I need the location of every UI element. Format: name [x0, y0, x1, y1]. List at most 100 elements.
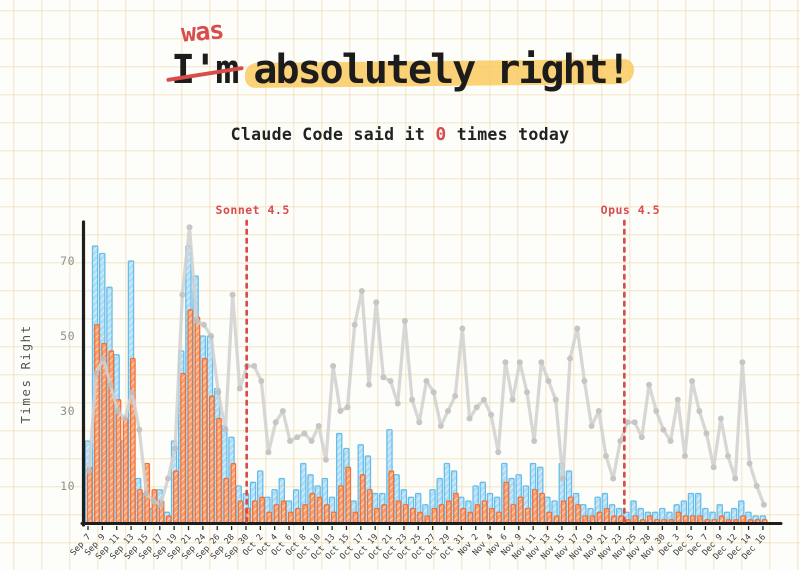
orange-bar [201, 357, 208, 525]
orange-bar [273, 504, 280, 525]
orange-bar [417, 511, 423, 525]
trend-dot [602, 453, 609, 459]
trend-dot [193, 318, 200, 324]
trend-dot [760, 501, 767, 508]
trend-dot [330, 363, 337, 369]
orange-bar [330, 511, 337, 525]
orange-bar [453, 492, 459, 525]
orange-bar [438, 504, 445, 525]
orange-bar [151, 489, 158, 525]
trend-dot [423, 378, 430, 384]
subtitle-suffix: times today [446, 125, 570, 144]
orange-bar [223, 477, 230, 525]
trend-dot [279, 408, 286, 414]
trend-dot [660, 426, 667, 433]
orange-bar [309, 492, 316, 525]
orange-bar [129, 357, 136, 525]
trend-dot [308, 438, 315, 444]
orange-bar [230, 462, 237, 525]
trend-dot [653, 408, 660, 414]
trend-dot [531, 438, 538, 444]
trend-dot [638, 434, 645, 441]
trend-dot [567, 355, 574, 362]
trend-dot [272, 419, 279, 426]
orange-bar [316, 496, 323, 525]
orange-bar [287, 511, 294, 525]
annotation-label: Sonnet 4.5 [216, 203, 290, 217]
trend-dot [681, 453, 688, 459]
trend-dot [480, 396, 487, 403]
y-tick-label: 70 [60, 254, 75, 268]
orange-bar [431, 507, 438, 525]
annotations-layer: Sonnet 4.5 Opus 4.5 [216, 203, 660, 524]
trend-dot [150, 498, 157, 504]
orange-bar [295, 507, 301, 525]
trend-dot [725, 453, 732, 459]
trend-dot [746, 460, 753, 467]
trend-dot [703, 430, 710, 437]
trend-dot [86, 468, 92, 474]
trend-dot [473, 404, 480, 411]
trend-dot [509, 396, 516, 403]
orange-bar [302, 504, 309, 525]
y-tick-label: 50 [60, 329, 75, 343]
page-title: I'm was absolutely right! [166, 15, 631, 93]
orange-bar [187, 309, 194, 525]
trend-dot [186, 224, 193, 231]
trend-dot [437, 423, 444, 429]
trend-dot [121, 415, 128, 422]
trend-dot [337, 408, 344, 414]
trend-dot [143, 490, 150, 497]
trend-dot [502, 359, 509, 366]
y-axis-title: Times Right [18, 324, 33, 423]
orange-bar [445, 500, 452, 525]
trend-dot [129, 389, 136, 396]
orange-bar [488, 507, 495, 525]
orange-bar [180, 372, 186, 525]
trend-dot [696, 408, 703, 414]
orange-bar [546, 511, 553, 525]
trend-dot [373, 299, 380, 306]
orange-bar [86, 466, 93, 525]
trend-dot [164, 475, 171, 482]
orange-bar [517, 496, 524, 525]
trend-dot [523, 389, 530, 396]
orange-bar [388, 470, 395, 525]
orange-bar [259, 496, 265, 525]
orange-bar [567, 496, 574, 525]
trend-dot [559, 475, 566, 482]
orange-bar [510, 504, 517, 525]
trend-dot [710, 464, 717, 471]
orange-bar [381, 504, 388, 525]
trend-dot [200, 321, 207, 328]
trend-layer [86, 224, 767, 508]
trend-dot [315, 423, 322, 429]
orange-bar [345, 466, 352, 525]
trend-dot [258, 378, 265, 384]
trend-dot [689, 378, 696, 384]
orange-bar [208, 395, 215, 525]
trend-dot [667, 438, 674, 444]
trend-dot [452, 393, 459, 399]
orange-bar [216, 417, 222, 525]
orange-bar [115, 399, 122, 525]
trend-dot [172, 445, 179, 452]
trend-dot [322, 456, 329, 463]
y-tick-label: 10 [60, 479, 75, 493]
orange-bar [137, 489, 143, 525]
trend-dot [366, 381, 373, 388]
orange-bar [402, 504, 409, 525]
trend-dot [236, 385, 243, 392]
trend-dot [358, 288, 365, 294]
trend-dot [136, 426, 143, 433]
trend-dot [753, 483, 760, 489]
highlighted-phrase: absolutely right! [253, 47, 630, 93]
trend-dot [574, 325, 581, 332]
trend-dot [416, 419, 423, 426]
subtitle: Claude Code said it 0 times today [0, 124, 800, 145]
trend-dot [430, 389, 437, 396]
trend-dot [595, 408, 602, 414]
trend-dot [380, 374, 387, 381]
trend-dot [631, 419, 638, 426]
trend-dot [717, 415, 724, 422]
